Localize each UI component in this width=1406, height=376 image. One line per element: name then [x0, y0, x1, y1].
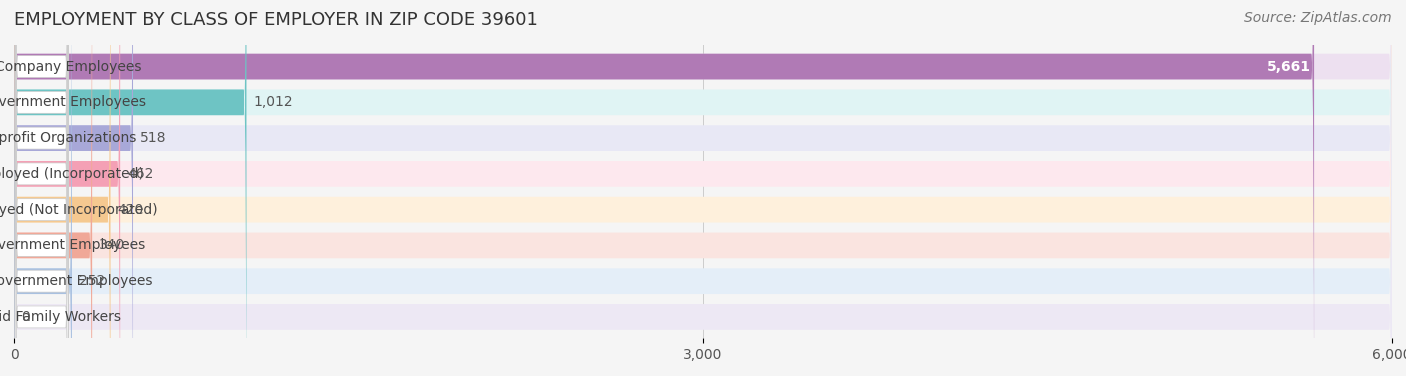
Text: Source: ZipAtlas.com: Source: ZipAtlas.com — [1244, 11, 1392, 25]
FancyBboxPatch shape — [15, 0, 67, 376]
Text: 340: 340 — [98, 238, 125, 252]
FancyBboxPatch shape — [14, 0, 111, 376]
Text: 518: 518 — [141, 131, 166, 145]
FancyBboxPatch shape — [15, 0, 67, 376]
Text: Local Government Employees: Local Government Employees — [0, 238, 145, 252]
Text: Federal Government Employees: Federal Government Employees — [0, 274, 153, 288]
FancyBboxPatch shape — [14, 0, 1392, 376]
Text: 0: 0 — [21, 310, 30, 324]
FancyBboxPatch shape — [14, 0, 93, 376]
Text: State Government Employees: State Government Employees — [0, 96, 146, 109]
FancyBboxPatch shape — [14, 0, 1392, 376]
FancyBboxPatch shape — [14, 0, 120, 376]
FancyBboxPatch shape — [15, 0, 67, 376]
FancyBboxPatch shape — [15, 0, 67, 376]
Text: 1,012: 1,012 — [253, 96, 292, 109]
FancyBboxPatch shape — [15, 0, 67, 376]
FancyBboxPatch shape — [15, 0, 67, 376]
Text: 462: 462 — [127, 167, 153, 181]
FancyBboxPatch shape — [14, 0, 1392, 376]
FancyBboxPatch shape — [15, 0, 67, 376]
Text: Unpaid Family Workers: Unpaid Family Workers — [0, 310, 121, 324]
FancyBboxPatch shape — [14, 0, 1392, 376]
Text: EMPLOYMENT BY CLASS OF EMPLOYER IN ZIP CODE 39601: EMPLOYMENT BY CLASS OF EMPLOYER IN ZIP C… — [14, 11, 538, 29]
Text: Self-Employed (Not Incorporated): Self-Employed (Not Incorporated) — [0, 203, 157, 217]
Text: Self-Employed (Incorporated): Self-Employed (Incorporated) — [0, 167, 143, 181]
Text: 252: 252 — [79, 274, 105, 288]
Text: Private Company Employees: Private Company Employees — [0, 59, 142, 74]
FancyBboxPatch shape — [15, 0, 67, 376]
FancyBboxPatch shape — [14, 0, 1392, 376]
Text: Not-for-profit Organizations: Not-for-profit Organizations — [0, 131, 136, 145]
Text: 5,661: 5,661 — [1267, 59, 1310, 74]
FancyBboxPatch shape — [14, 0, 72, 376]
FancyBboxPatch shape — [14, 0, 1392, 376]
FancyBboxPatch shape — [14, 0, 1392, 376]
FancyBboxPatch shape — [14, 0, 134, 376]
Text: 420: 420 — [118, 203, 143, 217]
FancyBboxPatch shape — [14, 0, 246, 376]
FancyBboxPatch shape — [14, 0, 1315, 376]
FancyBboxPatch shape — [14, 0, 1392, 376]
